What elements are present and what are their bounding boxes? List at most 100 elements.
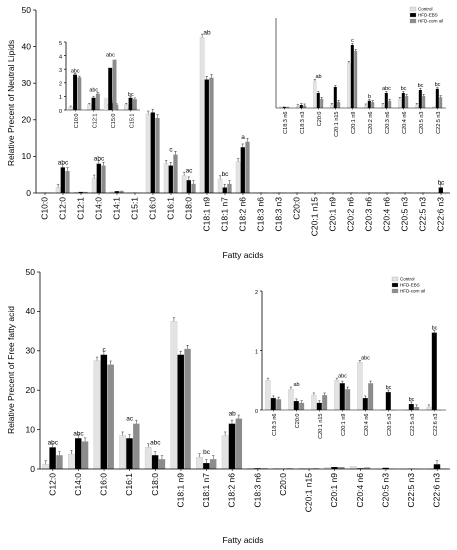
bar-main-series0: [235, 161, 241, 194]
bar-main-series1: [151, 455, 159, 469]
x-tick-label: C20:5 n3: [419, 112, 425, 134]
y-tick-label: 30: [26, 346, 36, 356]
y-tick-label: 20: [26, 385, 36, 395]
x-tick-label: C16:0: [148, 197, 158, 220]
bar-inset2-series2: [388, 100, 392, 108]
x-tick-label: C20:2 n6: [346, 197, 356, 232]
significance-label: abc: [73, 430, 84, 437]
bar-main-series1: [96, 163, 101, 193]
y-tick-label: 10: [26, 424, 36, 434]
y-tick-label: 10: [22, 151, 32, 161]
bar-inset-series2: [368, 383, 374, 410]
bar-main-series1: [60, 167, 65, 193]
x-tick-label: C20:0: [278, 473, 288, 496]
bar-inset2-series1: [333, 87, 337, 108]
bar-main-series0: [196, 457, 203, 470]
y-tick-label: 2: [255, 290, 258, 296]
y-tick-label: 0: [59, 109, 62, 115]
bar-main-series2: [107, 364, 114, 469]
bar-main-series1: [228, 423, 236, 469]
significance-label: bc: [128, 92, 134, 98]
bar-inset2-series1: [350, 45, 354, 108]
bar-main-series0: [91, 178, 97, 194]
significance-label: ab: [229, 411, 237, 418]
bar-main-series1: [331, 467, 338, 469]
legend-swatch: [409, 6, 417, 12]
bar-inset-series0: [426, 406, 432, 411]
significance-label: abc: [71, 69, 80, 75]
bar-main-series1: [222, 187, 227, 193]
x-tick-label: C20:2 n6: [368, 112, 374, 134]
bar-main-series0: [163, 163, 169, 194]
significance-label: ab: [293, 382, 299, 388]
legend-label: HFD-EBS: [400, 283, 420, 288]
legend-swatch: [391, 282, 399, 288]
significance-label: bc: [435, 82, 441, 88]
bar-main-series2: [119, 190, 124, 193]
bar-inset-series0: [124, 104, 129, 111]
x-tick-label: C18:1 n9: [202, 197, 212, 232]
y-tick-label: 50: [26, 267, 36, 277]
x-tick-label: C15:1: [130, 197, 140, 220]
bar-inset2-series1: [316, 93, 320, 108]
x-tick-label: C18:3 n3: [274, 197, 284, 232]
x-tick-label: C16:1: [124, 473, 134, 496]
y-tick-label: 40: [22, 41, 32, 51]
bar-inset2-series0: [364, 105, 368, 109]
bar-main-series0: [170, 321, 178, 470]
bar-main-series0: [119, 435, 127, 470]
bar-main-series0: [68, 453, 75, 470]
y-tick-label: 1: [59, 95, 62, 101]
x-tick-label: C16:0: [99, 473, 109, 496]
x-tick-label: C20:1 n9: [328, 197, 338, 232]
y-tick-label: 40: [26, 306, 36, 316]
bar-main-series1: [78, 191, 83, 193]
bar-main-series0: [181, 175, 187, 194]
bar-inset2-series1: [367, 100, 371, 108]
bar-inset2-series1: [401, 93, 405, 108]
inset-extra-bar: [103, 97, 108, 110]
x-tick-label: C15:0: [111, 114, 117, 129]
bar-inset-series1: [362, 398, 368, 410]
x-tick-label: C22:6 n3: [433, 414, 439, 436]
x-tick-label: C20:0: [317, 112, 323, 127]
significance-label: abc: [48, 439, 59, 446]
significance-label: ab: [109, 97, 115, 103]
x-tick-label: C18:2 n6: [227, 473, 237, 508]
x-tick-label: C18:3 n6: [252, 473, 262, 508]
significance-label: bc: [401, 86, 407, 92]
bar-inset-series0: [265, 380, 271, 411]
bar-inset2-series0: [330, 104, 334, 109]
significance-label: ab: [203, 29, 211, 36]
significance-label: c: [169, 147, 173, 154]
bar-main-series1: [150, 112, 155, 193]
bar-main-series1: [382, 467, 389, 469]
y-tick-label: 4: [59, 54, 62, 60]
x-tick-label: C12:1: [76, 197, 86, 220]
x-axis-title: Fatty acids: [222, 250, 263, 260]
significance-label: c: [102, 347, 106, 354]
y-tick-label: 2: [59, 82, 62, 88]
significance-label: c: [351, 38, 354, 44]
bar-main-series1: [433, 464, 441, 469]
bar-main-series1: [168, 165, 173, 193]
bar-inset-series2: [132, 99, 137, 110]
significance-label: abc: [58, 159, 69, 166]
x-tick-label: C20:1 n9: [341, 414, 347, 436]
legend-label: HFD-corn oil: [400, 289, 425, 294]
legend-swatch: [409, 18, 417, 24]
x-tick-label: C18:0: [150, 473, 160, 496]
x-tick-label: C14:0: [73, 473, 83, 496]
bar-main-series2: [209, 77, 214, 193]
inset-ffa-long-chain: 0 1 2 C18:3 n6 C20:0 C20:1 n15 C20:1 n9 C20:4 n…: [255, 277, 446, 439]
x-tick-label: C22:6 n3: [432, 473, 442, 508]
bar-inset-series1: [73, 74, 78, 110]
bar-main-series1: [203, 463, 210, 469]
significance-label: bc: [203, 449, 211, 456]
x-tick-label: C10:0: [40, 197, 50, 220]
bar-inset-series1: [128, 97, 133, 110]
significance-label: abc: [94, 156, 105, 163]
bar-main-series0: [55, 187, 61, 194]
bar-inset2-series0: [398, 98, 402, 109]
y-tick-label: 30: [22, 78, 32, 88]
